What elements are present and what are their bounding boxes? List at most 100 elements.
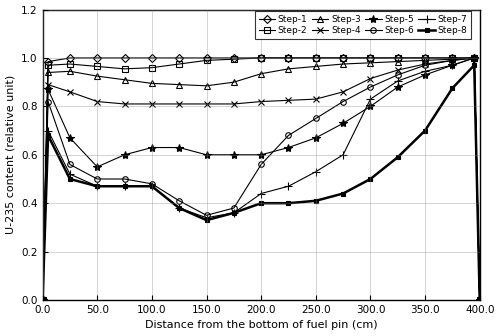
Step-6 <box>122 177 128 181</box>
Step-2 <box>340 56 346 60</box>
Step-7 <box>476 298 482 302</box>
Step-8 <box>286 201 292 205</box>
Step-6 <box>67 163 73 167</box>
Step-6 <box>340 99 346 103</box>
Step-2 <box>450 56 456 60</box>
Step-7 <box>204 216 210 220</box>
Step-5 <box>422 73 428 77</box>
Step-4 <box>471 56 477 60</box>
Step-5 <box>149 145 155 150</box>
Step-3 <box>340 62 346 66</box>
Step-1 <box>368 56 374 60</box>
Step-1 <box>450 56 456 60</box>
Step-1 <box>422 56 428 60</box>
Line: Step-3: Step-3 <box>40 55 482 303</box>
Step-6 <box>368 85 374 89</box>
Step-5 <box>471 56 477 60</box>
Step-2 <box>422 56 428 60</box>
Step-2 <box>231 57 237 61</box>
Step-8 <box>422 129 428 133</box>
Step-4 <box>476 298 482 302</box>
Step-5 <box>450 63 456 67</box>
Step-4 <box>340 90 346 94</box>
Step-1 <box>286 56 292 60</box>
Y-axis label: U-235 content (relative unit): U-235 content (relative unit) <box>6 75 16 235</box>
Step-3 <box>286 67 292 71</box>
Step-2 <box>67 62 73 66</box>
Step-7 <box>45 129 51 133</box>
Step-3 <box>45 71 51 75</box>
Legend: Step-1, Step-2, Step-3, Step-4, Step-5, Step-6, Step-7, Step-8: Step-1, Step-2, Step-3, Step-4, Step-5, … <box>255 11 471 39</box>
Step-4 <box>231 102 237 106</box>
Step-8 <box>368 177 374 181</box>
Step-2 <box>204 58 210 62</box>
Line: Step-6: Step-6 <box>40 55 482 303</box>
Step-8 <box>450 86 456 90</box>
Step-1 <box>231 56 237 60</box>
Step-5 <box>176 145 182 150</box>
Step-6 <box>258 163 264 167</box>
Step-1 <box>394 56 400 60</box>
Step-4 <box>368 77 374 81</box>
Step-5 <box>231 153 237 157</box>
Step-6 <box>313 117 319 121</box>
Step-3 <box>368 61 374 65</box>
Step-5 <box>122 153 128 157</box>
Step-2 <box>176 62 182 66</box>
Step-2 <box>394 56 400 60</box>
Step-2 <box>149 66 155 70</box>
Step-8 <box>176 206 182 210</box>
Step-5 <box>40 298 46 302</box>
Step-7 <box>368 97 374 101</box>
Step-4 <box>176 102 182 106</box>
Step-1 <box>258 56 264 60</box>
Step-6 <box>176 199 182 203</box>
Step-7 <box>394 79 400 83</box>
Step-1 <box>40 298 46 302</box>
Step-6 <box>40 298 46 302</box>
Step-2 <box>122 67 128 71</box>
Step-2 <box>476 298 482 302</box>
Step-8 <box>122 184 128 188</box>
Step-4 <box>394 68 400 72</box>
Line: Step-5: Step-5 <box>38 54 484 304</box>
Step-1 <box>67 56 73 60</box>
Step-3 <box>231 80 237 84</box>
Step-8 <box>471 63 477 67</box>
Step-5 <box>67 136 73 140</box>
Line: Step-8: Step-8 <box>40 63 482 302</box>
Step-6 <box>450 58 456 62</box>
Step-2 <box>45 63 51 67</box>
Step-2 <box>258 56 264 60</box>
Step-4 <box>122 102 128 106</box>
Step-8 <box>149 184 155 188</box>
Step-7 <box>176 206 182 210</box>
Step-7 <box>313 170 319 174</box>
Step-1 <box>45 59 51 64</box>
Step-3 <box>471 56 477 60</box>
Step-1 <box>149 56 155 60</box>
Step-5 <box>394 85 400 89</box>
Step-1 <box>340 56 346 60</box>
Step-6 <box>149 182 155 186</box>
Step-8 <box>394 155 400 159</box>
Step-4 <box>258 99 264 103</box>
Step-7 <box>149 184 155 188</box>
Line: Step-1: Step-1 <box>40 55 482 303</box>
Step-2 <box>368 56 374 60</box>
Step-8 <box>204 218 210 222</box>
Step-1 <box>122 56 128 60</box>
Step-3 <box>67 69 73 73</box>
Line: Step-2: Step-2 <box>40 55 482 303</box>
Step-4 <box>422 62 428 66</box>
Step-2 <box>94 65 100 69</box>
Step-8 <box>45 133 51 137</box>
Step-8 <box>313 199 319 203</box>
Step-6 <box>45 99 51 103</box>
Step-1 <box>313 56 319 60</box>
Step-3 <box>258 72 264 76</box>
Step-5 <box>286 145 292 150</box>
Step-1 <box>204 56 210 60</box>
Step-4 <box>45 83 51 87</box>
Step-5 <box>204 153 210 157</box>
